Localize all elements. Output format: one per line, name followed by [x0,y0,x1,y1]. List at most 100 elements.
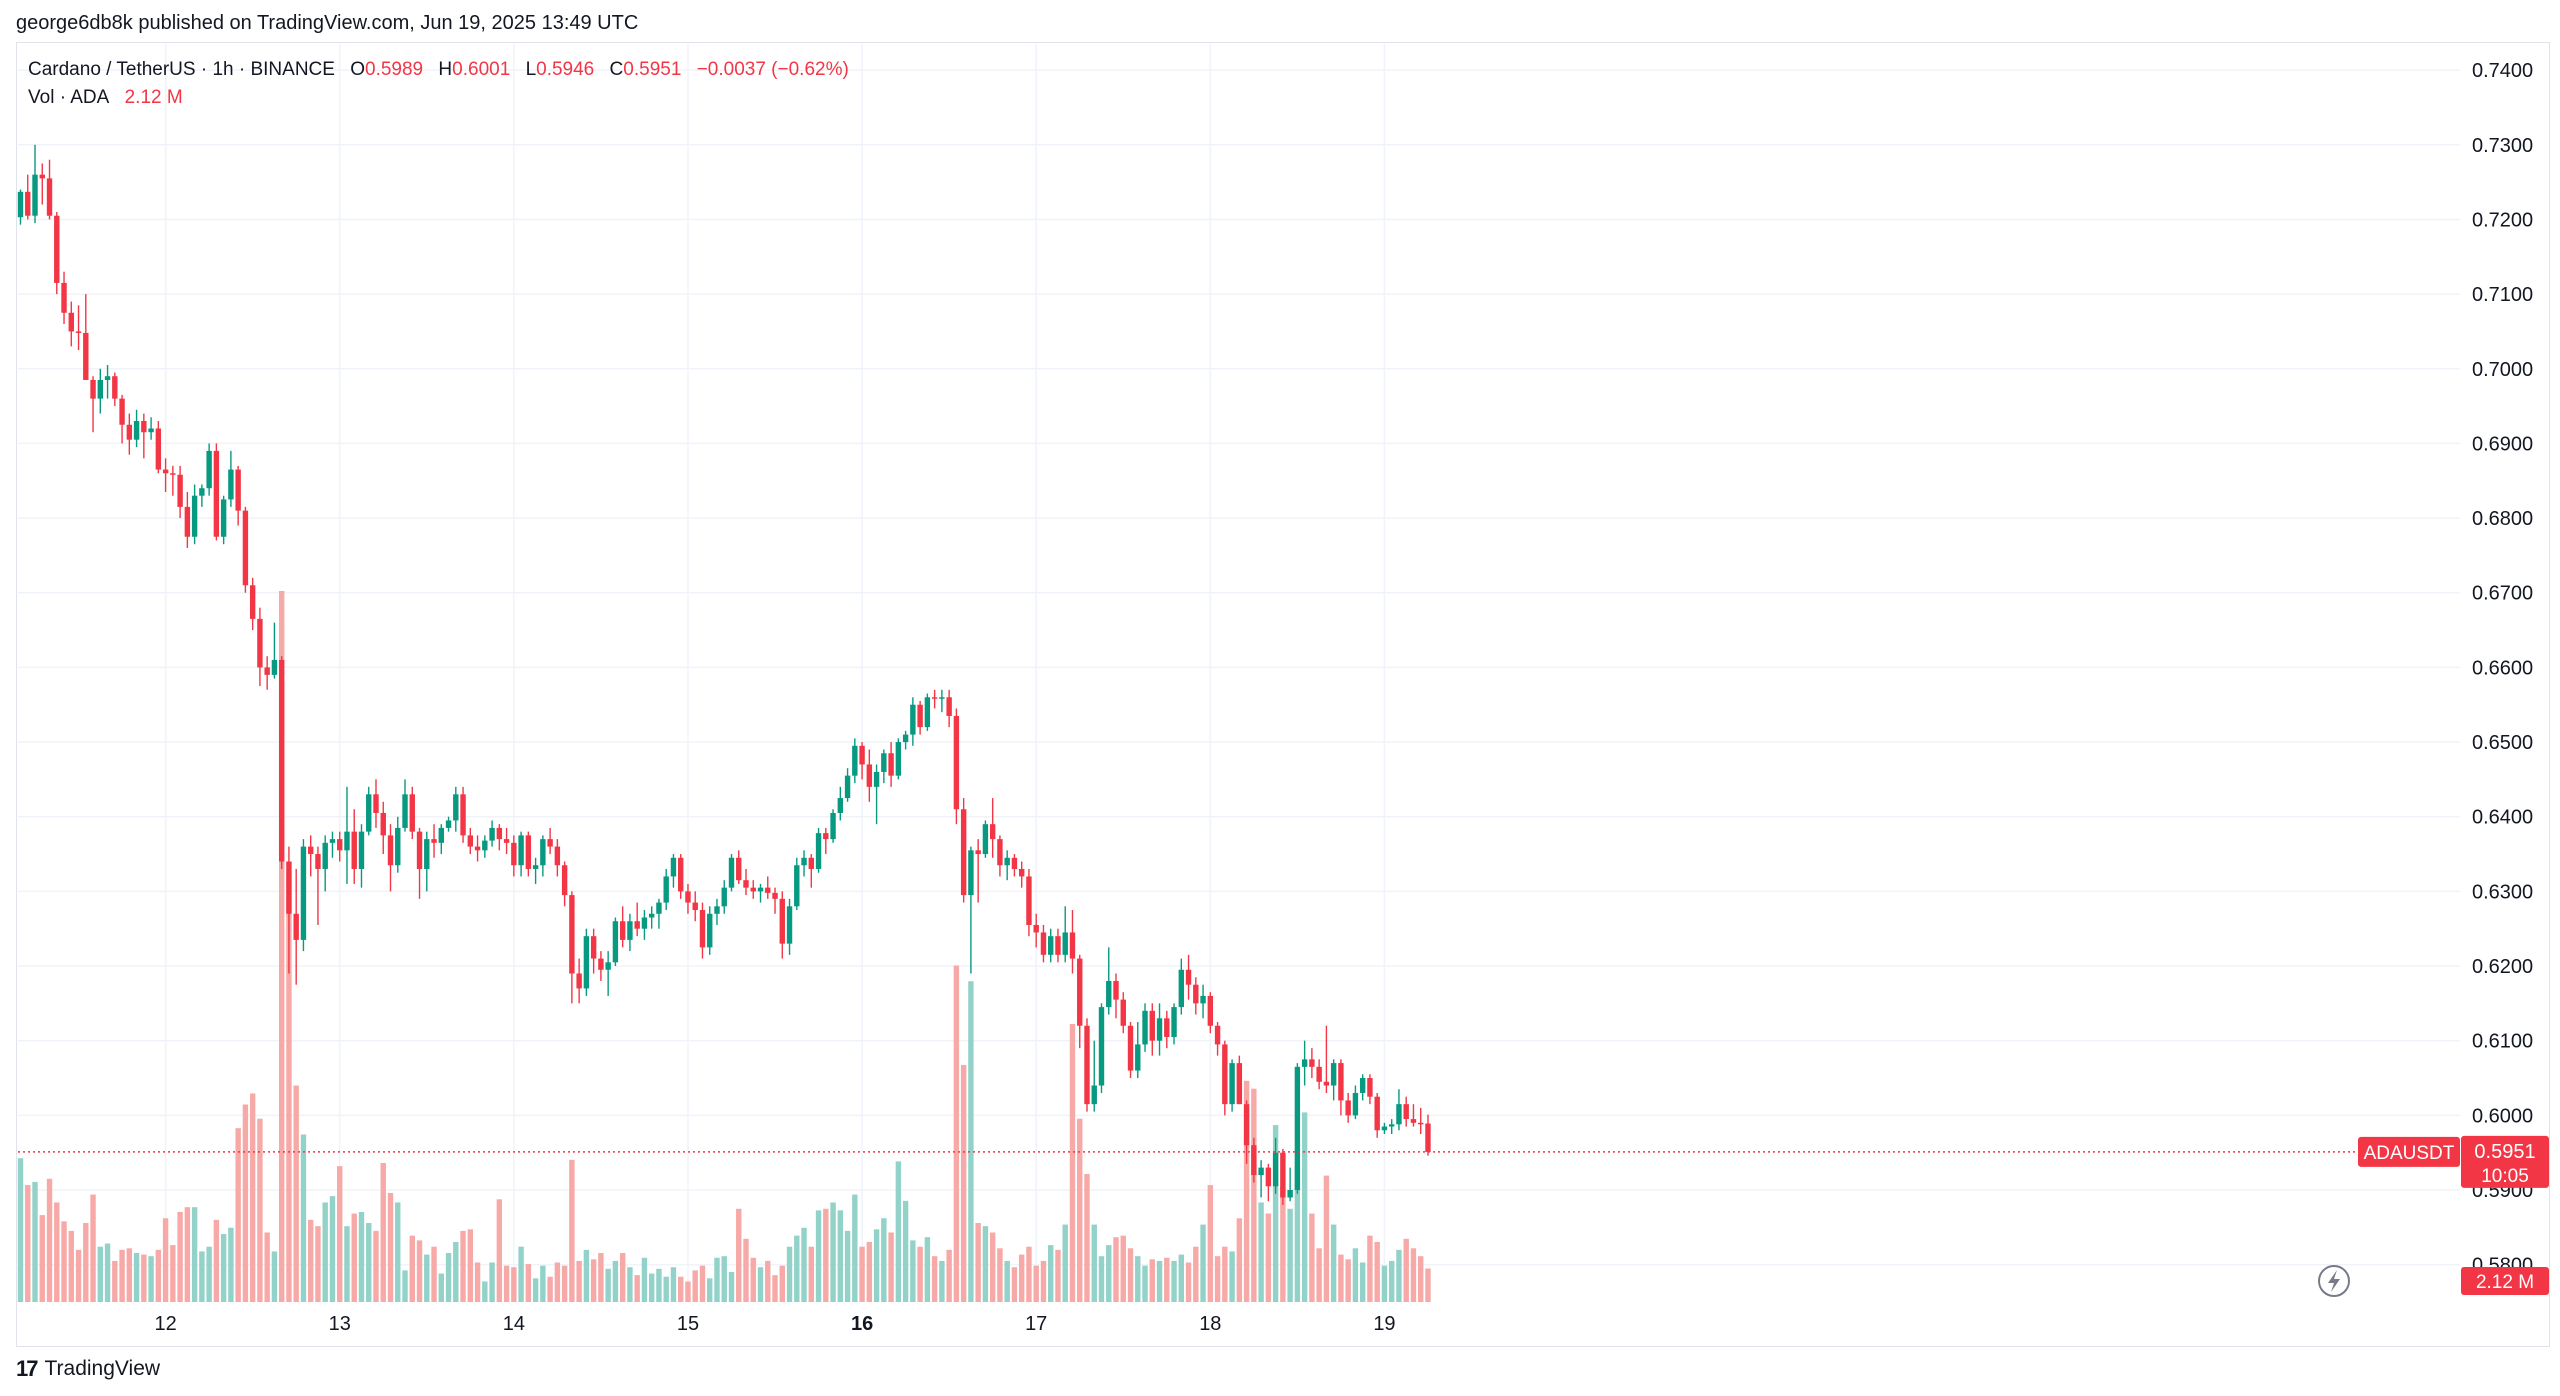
candle-body[interactable] [1127,1025,1134,1071]
candle-body[interactable] [1359,1078,1366,1093]
candle-body[interactable] [1425,1123,1431,1152]
candle-body[interactable] [612,921,619,963]
candle-body[interactable] [416,831,423,869]
candle-body[interactable] [249,585,256,619]
candle-body[interactable] [1323,1081,1330,1086]
candle-body[interactable] [532,865,539,869]
candle-body[interactable] [736,857,742,881]
candle-body[interactable] [191,495,198,537]
candle-body[interactable] [953,715,960,810]
candle-body[interactable] [1396,1104,1402,1125]
footer-brand[interactable]: 17 TradingView [16,1356,160,1382]
candle-body[interactable] [1084,1025,1090,1105]
candle-body[interactable] [373,794,379,813]
candle-body[interactable] [1214,1025,1221,1045]
candle-body[interactable] [133,421,140,440]
candle-body[interactable] [119,398,125,425]
candle-body[interactable] [808,857,814,869]
candle-body[interactable] [409,794,415,832]
candle-body[interactable] [293,913,299,940]
candle-body[interactable] [1135,1044,1141,1071]
candle-body[interactable] [975,850,981,855]
candle-body[interactable] [815,833,822,869]
candle-body[interactable] [576,973,582,989]
candle-body[interactable] [554,846,561,866]
candle-body[interactable] [866,764,873,787]
candle-body[interactable] [25,191,31,216]
candle-body[interactable] [395,827,401,866]
candle-body[interactable] [1113,980,1119,1000]
candle-body[interactable] [1164,1018,1170,1037]
candle-body[interactable] [170,473,176,475]
candle-body[interactable] [1026,876,1032,925]
candle-body[interactable] [714,906,720,914]
candle-body[interactable] [438,827,444,843]
candle-body[interactable] [1294,1066,1301,1191]
candle-body[interactable] [670,857,677,877]
candle-body[interactable] [1418,1122,1424,1125]
candle-body[interactable] [525,835,532,869]
candle-body[interactable] [598,958,604,970]
candle-body[interactable] [235,469,241,511]
candle-body[interactable] [387,835,394,866]
candle-body[interactable] [946,697,952,716]
candle-body[interactable] [1330,1063,1337,1086]
candle-body[interactable] [902,734,909,743]
candle-body[interactable] [402,794,408,828]
candle-body[interactable] [1193,984,1199,1004]
candle-body[interactable] [358,831,365,869]
candle-body[interactable] [844,775,851,799]
candle-body[interactable] [1077,958,1083,1026]
candle-body[interactable] [300,846,307,940]
candle-body[interactable] [663,876,669,903]
candle-body[interactable] [888,753,894,776]
candle-body[interactable] [467,835,474,847]
candle-body[interactable] [648,913,655,918]
candle-body[interactable] [779,898,785,944]
candle-body[interactable] [54,215,60,283]
candle-body[interactable] [750,887,756,892]
candle-body[interactable] [1403,1104,1409,1120]
candle-body[interactable] [1149,1010,1155,1041]
candle-body[interactable] [453,794,459,821]
candle-body[interactable] [1120,999,1126,1026]
candle-body[interactable] [939,697,945,699]
candle-body[interactable] [308,846,314,855]
candle-body[interactable] [482,840,488,851]
candle-body[interactable] [1156,1018,1163,1041]
candle-body[interactable] [445,820,452,828]
candle-body[interactable] [873,771,880,787]
candle-body[interactable] [257,618,263,668]
candle-body[interactable] [1106,980,1112,1008]
candle-body[interactable] [1381,1126,1388,1131]
candle-body[interactable] [141,421,147,433]
candle-body[interactable] [264,667,270,675]
candle-body[interactable] [489,827,495,841]
candle-body[interactable] [511,842,517,866]
candle-body[interactable] [460,794,466,836]
candle-body[interactable] [17,191,24,218]
candle-body[interactable] [910,704,916,735]
candle-body[interactable] [337,839,343,851]
candle-body[interactable] [1309,1059,1315,1067]
candle-body[interactable] [590,936,597,959]
candle-body[interactable] [881,753,887,772]
candle-body[interactable] [184,506,191,537]
candle-body[interactable] [1388,1124,1395,1127]
candle-body[interactable] [1251,1145,1257,1176]
candle-body[interactable] [1272,1152,1279,1187]
candle-body[interactable] [540,839,546,866]
candle-body[interactable] [1018,868,1025,877]
candle-body[interactable] [220,499,227,537]
candle-body[interactable] [32,174,38,216]
candle-body[interactable] [1374,1096,1380,1131]
candle-body[interactable] [1287,1190,1293,1198]
legend-symbol[interactable]: Cardano / TetherUS · 1h · BINANCE [28,59,335,80]
candle-body[interactable] [1033,924,1039,933]
candle-body[interactable] [1410,1119,1417,1123]
candle-body[interactable] [1258,1167,1264,1176]
candle-body[interactable] [155,428,162,470]
candle-body[interactable] [344,831,350,851]
candle-body[interactable] [917,704,923,728]
candle-body[interactable] [721,887,727,907]
